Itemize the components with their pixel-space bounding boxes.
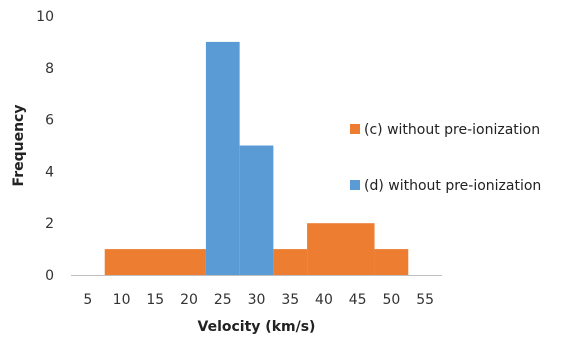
bar-series-0-bin-3	[374, 249, 409, 275]
y-tick-label: 8	[45, 61, 54, 77]
x-tick-label: 45	[349, 292, 367, 308]
y-tick-label: 4	[45, 164, 54, 180]
bar-series-1-bin-0	[205, 41, 240, 276]
x-tick-label: 20	[180, 292, 198, 308]
y-tick-label: 6	[45, 113, 54, 129]
x-tick-label: 35	[281, 292, 299, 308]
legend-swatch-c	[350, 124, 360, 134]
legend-label-d: (d) without pre-ionization	[364, 178, 541, 194]
bar-series-0-bin-2	[307, 223, 375, 275]
bar-series-0-bin-0	[104, 249, 206, 275]
x-axis-title: Velocity (km/s)	[198, 319, 316, 335]
y-tick-label: 0	[45, 268, 54, 284]
plot-area: 5 10 15 20 25 30 35 40 45 50 55 0 2 4 6 8 10	[36, 9, 442, 308]
x-tick-label: 50	[382, 292, 400, 308]
bar-series-0-bin-1	[273, 249, 308, 275]
y-tick-label: 10	[36, 9, 54, 25]
x-tick-label: 55	[416, 292, 434, 308]
legend: (c) without pre-ionization (d) without p…	[350, 122, 541, 194]
y-tick-labels: 0 2 4 6 8 10	[36, 9, 54, 284]
legend-label-c: (c) without pre-ionization	[364, 122, 540, 138]
y-tick-label: 2	[45, 216, 54, 232]
x-tick-label: 30	[248, 292, 266, 308]
y-axis-title: Frequency	[11, 105, 27, 187]
x-tick-label: 25	[214, 292, 232, 308]
bar-series-1-bin-1	[239, 145, 274, 275]
x-tick-label: 10	[113, 292, 131, 308]
legend-swatch-d	[350, 180, 360, 190]
x-tick-labels: 5 10 15 20 25 30 35 40 45 50 55	[83, 292, 434, 308]
x-tick-label: 15	[146, 292, 164, 308]
x-tick-label: 40	[315, 292, 333, 308]
x-tick-label: 5	[83, 292, 92, 308]
bars-layer	[104, 41, 409, 276]
